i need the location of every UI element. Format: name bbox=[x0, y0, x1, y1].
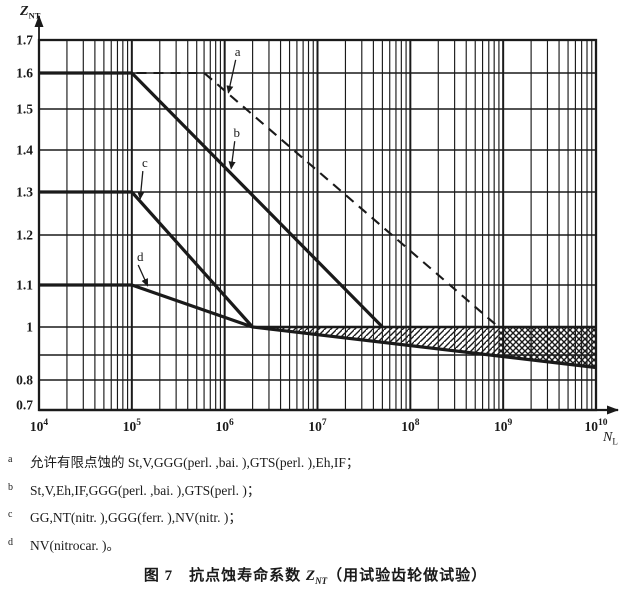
y-tick-1.4: 1.4 bbox=[16, 143, 33, 158]
y-tick-1: 1 bbox=[26, 320, 33, 335]
footnote-b: b St,V,Eh,IF,GGG(perl. ,bai. ),GTS(perl. … bbox=[8, 482, 623, 499]
footnote-d: d NV(nitrocar. )。 bbox=[8, 537, 623, 554]
footnote-d-marker: d bbox=[8, 536, 13, 548]
x-grid-major bbox=[130, 40, 505, 410]
x-tick-10e4: 104 bbox=[30, 418, 49, 434]
curve-d bbox=[39, 283, 254, 329]
curve-label-arrow-c bbox=[137, 170, 145, 200]
footnote-c-marker: c bbox=[8, 509, 13, 521]
curve-label-c: c bbox=[142, 155, 148, 170]
curve-a bbox=[136, 71, 500, 328]
y-axis-title: ZNT bbox=[19, 4, 41, 21]
x-tick-10e9: 109 bbox=[494, 418, 512, 434]
curve-c bbox=[39, 190, 254, 329]
footnote-b-marker: b bbox=[8, 481, 13, 493]
axes bbox=[34, 15, 619, 415]
y-tick-labels: 1.7 1.6 1.5 1.4 1.3 1.2 1.1 1 0.8 0.7 bbox=[16, 33, 33, 413]
y-tick-1.6: 1.6 bbox=[16, 66, 33, 81]
footnote-c: c GG,NT(nitr. ),GGG(ferr. ),NV(nitr. )； bbox=[8, 509, 623, 526]
curve-label-b: b bbox=[233, 125, 240, 140]
x-tick-labels: 104 105 106 107 108 109 1010 bbox=[30, 418, 608, 434]
y-tick-0.8: 0.8 bbox=[16, 373, 33, 388]
y-tick-0.7: 0.7 bbox=[16, 398, 33, 413]
figure-footnotes: a 允许有限点蚀的 St,V,GGG(perl. ,bai. ),GTS(perl… bbox=[0, 448, 631, 553]
footnote-a-marker: a bbox=[8, 454, 13, 465]
caption-prefix: 图 7 抗点蚀寿命系数 bbox=[143, 568, 306, 585]
curve-label-d: d bbox=[137, 249, 144, 264]
x-tick-10e8: 108 bbox=[401, 418, 420, 434]
curve-b bbox=[39, 71, 384, 329]
caption-symbol: Z bbox=[305, 568, 316, 585]
x-tick-10e7: 107 bbox=[308, 418, 327, 434]
caption-symbol-sub: NT bbox=[315, 576, 328, 587]
caption-suffix: （用试验齿轮做试验） bbox=[327, 568, 488, 585]
y-tick-1.7: 1.7 bbox=[16, 33, 33, 48]
x-axis-title: NL bbox=[602, 430, 618, 447]
figure-caption: 图 7 抗点蚀寿命系数 ZNT（用试验齿轮做试验） bbox=[0, 564, 631, 586]
curve-long-life-lower bbox=[252, 325, 597, 370]
footnote-c-text: GG,NT(nitr. ),GGG(ferr. ),NV(nitr. )； bbox=[30, 510, 242, 526]
curve-label-arrow-a bbox=[226, 59, 237, 94]
x-axis-symbol: NL bbox=[602, 430, 618, 447]
y-tick-1.5: 1.5 bbox=[16, 102, 33, 117]
y-tick-1.3: 1.3 bbox=[16, 185, 33, 200]
curve-label-a: a bbox=[235, 44, 241, 59]
curve-label-arrow-b bbox=[228, 141, 236, 170]
curve-labels: a b c d bbox=[137, 44, 241, 287]
y-tick-1.2: 1.2 bbox=[16, 228, 33, 243]
curve-label-arrow-d bbox=[137, 264, 149, 287]
x-tick-10e5: 105 bbox=[123, 418, 142, 434]
x-tick-10e10: 1010 bbox=[585, 418, 608, 434]
x-tick-10e6: 106 bbox=[216, 418, 235, 434]
footnote-a-text: 允许有限点蚀的 St,V,GGG(perl. ,bai. ),GTS(perl.… bbox=[30, 455, 360, 470]
footnote-d-text: NV(nitrocar. )。 bbox=[30, 537, 120, 553]
y-tick-1.1: 1.1 bbox=[16, 278, 33, 293]
footnote-a: a 允许有限点蚀的 St,V,GGG(perl. ,bai. ),GTS(perl… bbox=[8, 454, 623, 471]
footnote-b-text: St,V,Eh,IF,GGG(perl. ,bai. ),GTS(perl. )… bbox=[30, 482, 261, 498]
y-axis-symbol: ZNT bbox=[19, 4, 41, 21]
